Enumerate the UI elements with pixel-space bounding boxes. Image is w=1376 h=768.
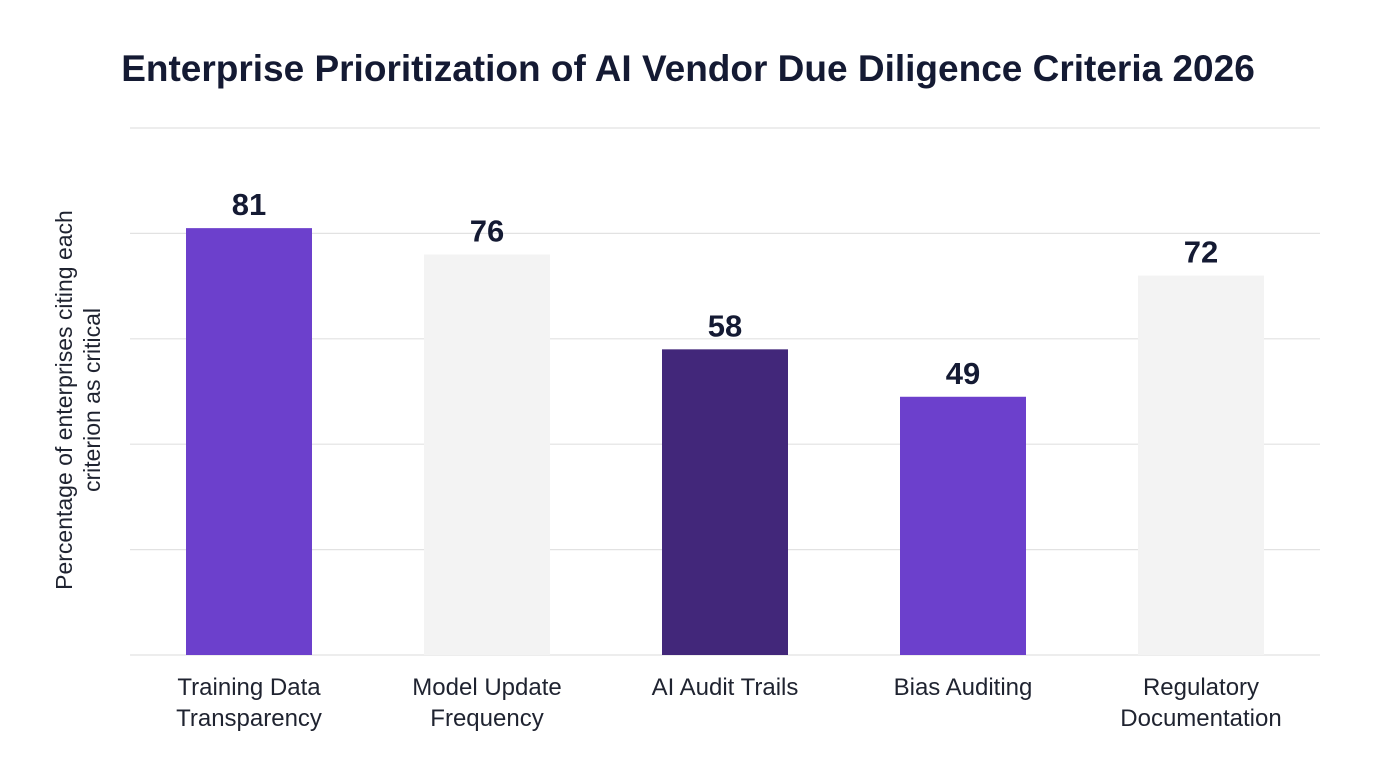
bar xyxy=(1138,275,1264,655)
x-tick-label: Model Update Frequency xyxy=(412,674,562,732)
x-tick-label: Bias Auditing xyxy=(893,674,1033,701)
value-label: 72 xyxy=(1184,235,1218,270)
x-tick-label: Regulatory Documentation xyxy=(1120,674,1282,732)
value-label: 58 xyxy=(708,308,742,343)
value-label: 76 xyxy=(470,213,504,248)
x-tick-label: Training Data Transparency xyxy=(176,674,322,732)
bar xyxy=(662,349,788,655)
chart-title: Enterprise Prioritization of AI Vendor D… xyxy=(121,48,1255,89)
x-tick-label: AI Audit Trails xyxy=(651,674,799,701)
value-label: 81 xyxy=(232,187,266,222)
y-axis-label: Percentage of enterprises citing each cr… xyxy=(51,210,105,590)
bar xyxy=(424,254,550,656)
bar xyxy=(186,228,312,655)
bar xyxy=(900,396,1026,655)
value-label: 49 xyxy=(946,356,980,391)
